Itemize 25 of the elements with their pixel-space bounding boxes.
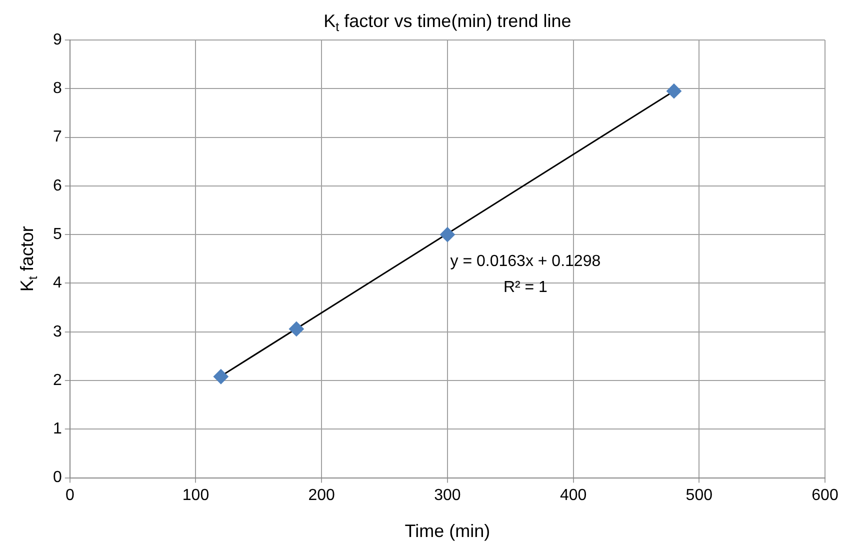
point <box>213 369 228 384</box>
point <box>288 321 304 336</box>
y-tick-label: 6 <box>52 177 62 194</box>
y-tick-label: 9 <box>52 31 62 48</box>
point <box>666 84 682 99</box>
y-tick-label: 1 <box>52 420 62 438</box>
x-axis-title: Time (min) <box>404 520 490 541</box>
y-tick-label: 7 <box>52 128 62 146</box>
x-tick-label: 100 <box>182 486 210 504</box>
annotation: y = 0.0163x + 0.1298 <box>450 252 601 270</box>
y-tick-label: 3 <box>52 323 62 340</box>
annotation: R² = 1 <box>503 278 548 296</box>
y-axis-title: Kt factor <box>16 226 40 292</box>
x-tick-label: 500 <box>686 486 713 504</box>
x-tick-label: 300 <box>434 486 461 504</box>
y-tick-label: 2 <box>52 372 62 389</box>
x-tick-label: 0 <box>65 486 74 504</box>
point <box>440 227 455 242</box>
y-tick-label: 4 <box>52 274 62 292</box>
y-tick-label: 5 <box>52 226 62 243</box>
x-tick-label: 600 <box>812 486 838 504</box>
y-tick-label: 8 <box>52 80 62 98</box>
x-tick-label: 400 <box>560 486 587 504</box>
x-tick-label: 200 <box>308 486 336 504</box>
y-tick-label: 0 <box>52 469 62 486</box>
